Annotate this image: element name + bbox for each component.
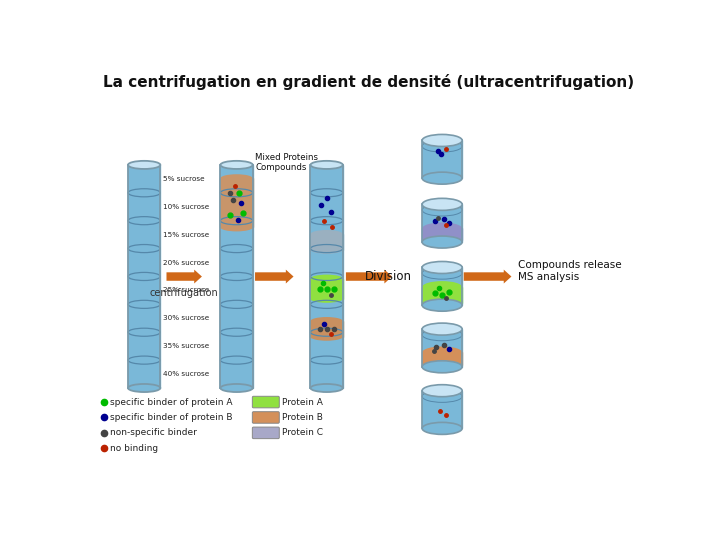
Ellipse shape <box>310 317 343 325</box>
Ellipse shape <box>422 359 462 370</box>
Ellipse shape <box>220 384 253 392</box>
Ellipse shape <box>422 198 462 211</box>
Text: 15% sucrose: 15% sucrose <box>163 232 210 238</box>
Text: 30% sucrose: 30% sucrose <box>163 315 210 321</box>
Bar <box>310 234 343 249</box>
Text: non-specific binder: non-specific binder <box>110 428 197 437</box>
Ellipse shape <box>310 275 343 283</box>
Ellipse shape <box>422 281 462 293</box>
Ellipse shape <box>310 384 343 392</box>
Bar <box>422 228 462 240</box>
Text: 40% sucrose: 40% sucrose <box>163 371 210 377</box>
Text: La centrifugation en gradient de densité (ultracentrifugation): La centrifugation en gradient de densité… <box>104 74 634 90</box>
Ellipse shape <box>422 297 462 309</box>
Text: specific binder of protein A: specific binder of protein A <box>110 397 233 407</box>
Text: 5% sucrose: 5% sucrose <box>163 176 205 182</box>
FancyArrow shape <box>166 269 202 284</box>
Ellipse shape <box>422 236 462 248</box>
Text: 10% sucrose: 10% sucrose <box>163 204 210 210</box>
Ellipse shape <box>310 333 343 341</box>
FancyArrow shape <box>346 269 392 284</box>
Ellipse shape <box>220 161 253 169</box>
Ellipse shape <box>422 384 462 397</box>
Bar <box>128 165 161 388</box>
Ellipse shape <box>422 347 462 359</box>
Ellipse shape <box>422 222 462 234</box>
Text: Protein B: Protein B <box>282 413 323 422</box>
Text: centrifugation: centrifugation <box>150 288 219 298</box>
Ellipse shape <box>310 230 343 238</box>
Bar <box>310 279 343 299</box>
Bar <box>422 204 462 242</box>
Ellipse shape <box>422 323 462 335</box>
Ellipse shape <box>310 246 343 254</box>
Ellipse shape <box>422 261 462 273</box>
Text: Mixed Proteins
Compounds: Mixed Proteins Compounds <box>255 153 318 172</box>
Bar <box>422 140 462 178</box>
Bar <box>422 329 462 367</box>
Text: 20% sucrose: 20% sucrose <box>163 260 210 266</box>
FancyBboxPatch shape <box>252 427 279 438</box>
Ellipse shape <box>310 295 343 303</box>
Ellipse shape <box>422 134 462 146</box>
Bar <box>220 165 253 388</box>
Bar <box>220 178 253 227</box>
Bar <box>310 321 343 337</box>
Bar <box>422 267 462 305</box>
FancyBboxPatch shape <box>252 396 279 408</box>
Text: Protein C: Protein C <box>282 428 323 437</box>
Text: 25% sucrose: 25% sucrose <box>163 287 210 293</box>
Text: no binding: no binding <box>110 444 158 453</box>
FancyBboxPatch shape <box>252 411 279 423</box>
FancyArrow shape <box>464 269 511 284</box>
Ellipse shape <box>422 299 462 311</box>
Text: 35% sucrose: 35% sucrose <box>163 343 210 349</box>
Ellipse shape <box>422 422 462 434</box>
Ellipse shape <box>422 234 462 246</box>
Bar <box>310 165 343 388</box>
Text: Compounds release
MS analysis: Compounds release MS analysis <box>518 260 621 282</box>
Ellipse shape <box>422 361 462 373</box>
Ellipse shape <box>220 174 253 183</box>
Ellipse shape <box>422 172 462 184</box>
FancyArrow shape <box>255 269 294 284</box>
Bar <box>422 391 462 428</box>
Ellipse shape <box>128 384 161 392</box>
Ellipse shape <box>220 224 253 232</box>
Ellipse shape <box>310 161 343 169</box>
Ellipse shape <box>128 161 161 169</box>
Text: Protein A: Protein A <box>282 397 323 407</box>
Text: specific binder of protein B: specific binder of protein B <box>110 413 233 422</box>
Bar <box>422 287 462 303</box>
Bar <box>422 353 462 364</box>
Text: Division: Division <box>365 270 412 283</box>
